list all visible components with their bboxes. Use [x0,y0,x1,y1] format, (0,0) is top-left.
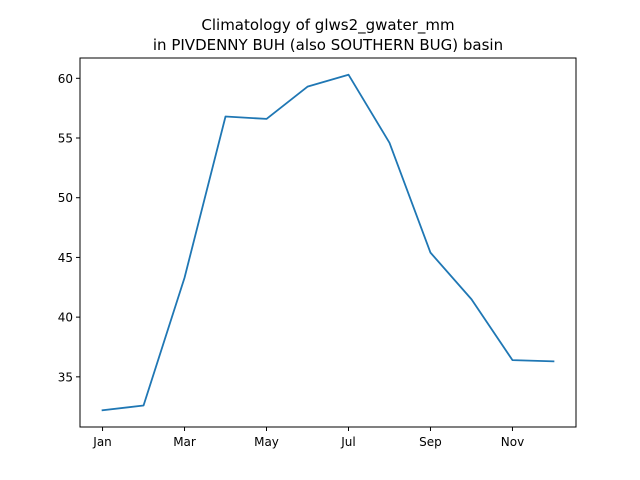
y-tick-label: 55 [58,132,73,146]
y-axis-ticks: 35 40 45 50 55 60 [58,72,80,384]
x-tick-label: Mar [173,435,196,449]
chart-title-line-2: in PIVDENNY BUH (also SOUTHERN BUG) basi… [153,36,503,54]
y-tick-label: 35 [58,370,73,384]
y-tick-label: 40 [58,311,73,325]
plot-frame [79,57,577,428]
y-tick-label: 60 [58,72,73,86]
x-axis-ticks: Jan Mar May Jul Sep Nov [92,427,524,449]
chart-title-line-1: Climatology of glws2_gwater_mm [201,16,454,35]
series-layer [101,73,555,412]
x-tick-label: Jan [92,435,112,449]
x-tick-label: Sep [419,435,442,449]
y-tick-label: 45 [58,251,73,265]
x-tick-label: May [254,435,279,449]
series-line-0 [101,73,555,412]
x-tick-label: Nov [501,435,524,449]
x-tick-label: Jul [340,435,355,449]
y-tick-label: 50 [58,191,73,205]
